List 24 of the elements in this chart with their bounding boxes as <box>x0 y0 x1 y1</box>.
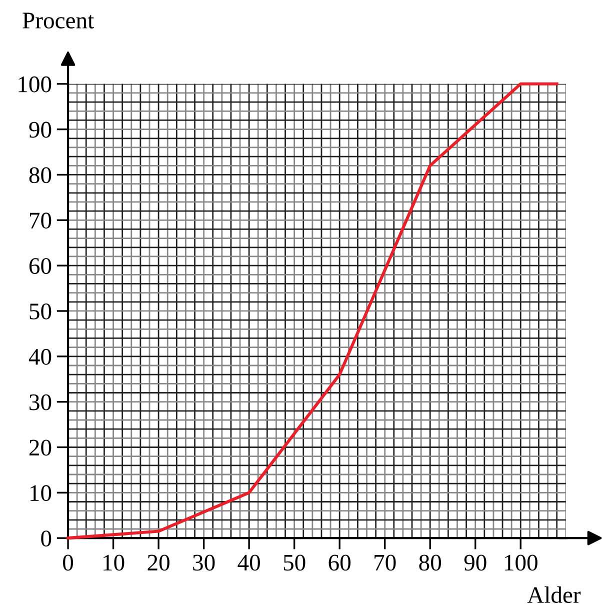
x-tick-label: 0 <box>63 554 74 571</box>
y-tick-label: 70 <box>30 212 52 229</box>
x-tick-label: 50 <box>284 554 306 571</box>
y-tick-label: 10 <box>30 485 52 502</box>
x-axis-title: Alder <box>527 586 581 604</box>
x-tick-label: 90 <box>464 554 486 571</box>
x-tick-label: 10 <box>104 554 124 571</box>
x-tick-label: 30 <box>193 554 215 571</box>
x-tick-label: 40 <box>238 554 260 571</box>
x-tick-label: 70 <box>374 554 396 571</box>
y-tick-label: 30 <box>30 394 52 410</box>
y-tick-label: 40 <box>28 348 52 365</box>
x-tick-label: 100 <box>504 554 538 571</box>
x-tick-label: 60 <box>328 554 350 571</box>
y-tick-label: 50 <box>30 303 52 320</box>
x-tick-label: 20 <box>148 554 170 571</box>
y-tick-label: 20 <box>29 440 52 456</box>
y-tick-label: 60 <box>29 258 52 274</box>
y-axis-title: Procent <box>22 12 94 28</box>
y-tick-label: 0 <box>41 530 52 547</box>
x-tick-label: 80 <box>419 554 442 571</box>
y-tick-label: 90 <box>29 122 52 138</box>
y-tick-label: 80 <box>29 167 52 184</box>
y-tick-label: 100 <box>18 76 52 92</box>
